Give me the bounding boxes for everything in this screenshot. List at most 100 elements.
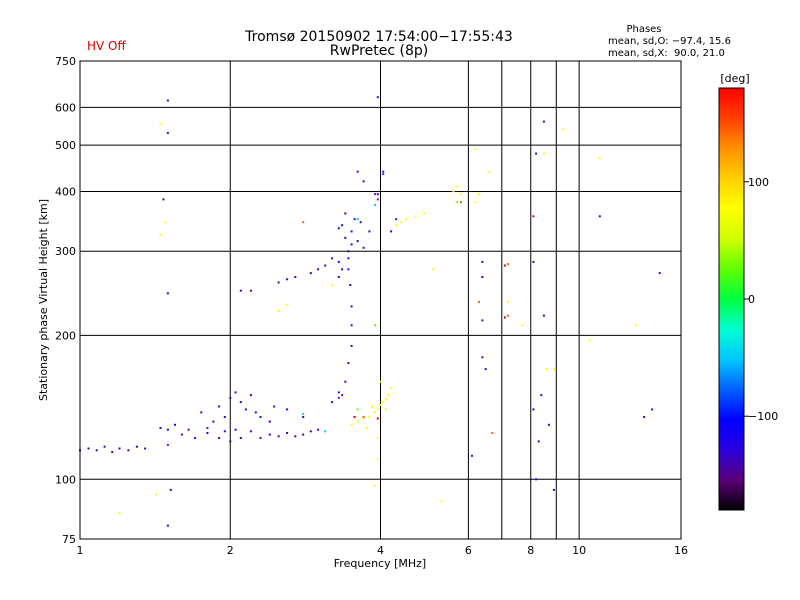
data-point (268, 420, 271, 423)
plot-frame (79, 60, 682, 540)
data-point (376, 458, 379, 461)
data-point (331, 401, 334, 404)
data-point (350, 423, 353, 426)
x-tick-label: 16 (674, 544, 688, 557)
data-point (481, 260, 484, 263)
data-point (347, 250, 350, 253)
data-point (552, 488, 555, 491)
data-point (362, 180, 365, 183)
data-point (368, 230, 371, 233)
data-point (218, 405, 221, 408)
data-point (506, 263, 509, 266)
colorbar (718, 87, 745, 511)
chart-title-line-1: Tromsø 20150902 17:54:00−17:55:43 (244, 29, 513, 45)
data-point (244, 408, 247, 411)
colorbar-ticks: 100 0 −100 (744, 176, 778, 423)
phases-x-stats: mean, sd,X: 90.0, 21.0 (608, 48, 725, 59)
data-point (376, 408, 379, 411)
data-point (532, 408, 535, 411)
y-axis-label: Stationary phase Virtual Height [km] (37, 199, 50, 401)
data-point (166, 428, 169, 431)
data-point (547, 423, 550, 426)
data-point (532, 215, 535, 218)
data-point (542, 120, 545, 123)
data-point (460, 193, 462, 196)
data-point (206, 432, 209, 434)
data-point (353, 416, 356, 418)
data-point (395, 224, 398, 227)
chart-title-line-2: RwPretec (8p) (330, 43, 428, 59)
data-point (249, 289, 252, 292)
data-point (164, 221, 166, 224)
data-point (187, 428, 190, 431)
data-point (506, 300, 509, 303)
data-point (268, 433, 271, 436)
data-point (542, 152, 545, 155)
data-point (350, 324, 353, 327)
data-point (249, 430, 252, 433)
data-point (376, 96, 379, 99)
data-point (506, 314, 509, 317)
data-point (643, 416, 646, 418)
data-point (286, 278, 289, 281)
data-point (174, 423, 176, 426)
data-point (249, 394, 252, 397)
data-point (535, 152, 538, 155)
data-point (521, 324, 524, 327)
y-tick-label: 400 (55, 185, 76, 198)
data-point (206, 427, 209, 429)
data-point (474, 201, 477, 204)
data-point (259, 416, 262, 418)
data-point (540, 394, 543, 397)
data-point (542, 314, 545, 317)
data-point (341, 224, 344, 227)
data-point (390, 387, 393, 390)
data-point (223, 430, 226, 433)
data-point (658, 272, 661, 275)
data-point (159, 427, 162, 429)
data-point (218, 437, 221, 439)
data-point (337, 260, 340, 263)
data-point (194, 437, 196, 439)
data-point (371, 405, 374, 408)
data-point (317, 428, 320, 431)
data-point (223, 416, 226, 418)
data-point (481, 276, 484, 278)
colorbar-tick-label: 100 (748, 176, 769, 189)
data-point (598, 157, 601, 159)
data-point (359, 221, 362, 224)
data-point (481, 319, 484, 322)
data-point (324, 430, 327, 433)
data-point (474, 148, 477, 151)
y-tick-label: 75 (62, 533, 76, 546)
data-point (552, 368, 555, 371)
data-point (166, 99, 169, 102)
data-point (169, 488, 172, 491)
data-point (166, 443, 169, 446)
data-point (337, 227, 340, 230)
data-point (234, 428, 237, 431)
data-point (488, 170, 491, 173)
data-point (374, 324, 376, 327)
data-point (376, 417, 379, 420)
data-point (229, 440, 232, 443)
data-point (212, 420, 215, 423)
data-point (162, 198, 165, 201)
data-point (350, 305, 353, 308)
data-point (159, 122, 162, 125)
axis-ticks: 1 2 4 6 8 10 16 75 100 200 300 400 500 600 750 (55, 55, 688, 557)
data-point (200, 411, 203, 414)
data-point (239, 401, 242, 404)
data-point (347, 362, 350, 365)
data-point (341, 394, 344, 397)
data-point (302, 412, 305, 415)
data-point (382, 173, 385, 176)
data-point (491, 432, 494, 434)
data-point (356, 408, 359, 411)
data-point (362, 416, 365, 418)
data-point (331, 257, 334, 260)
data-point (166, 132, 169, 135)
data-point (503, 316, 506, 319)
data-point (365, 427, 368, 429)
data-point (374, 484, 376, 487)
